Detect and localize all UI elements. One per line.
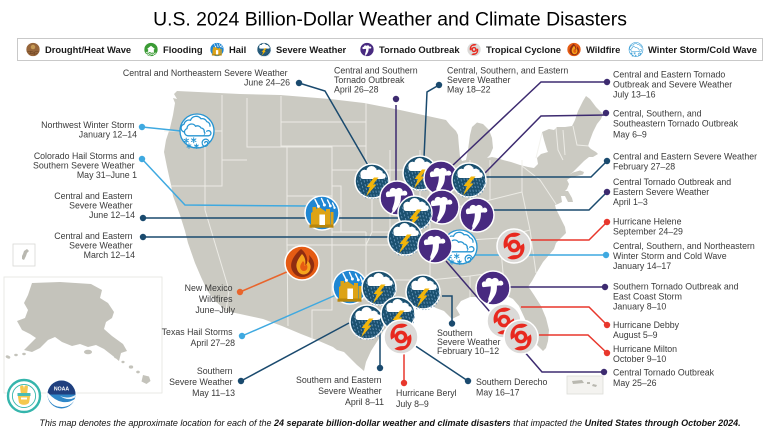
svg-text:Severe Weather: Severe Weather bbox=[276, 44, 347, 55]
svg-text:Southern Severe Weather: Southern Severe Weather May 11–13 bbox=[169, 366, 235, 398]
svg-text:Southern and Eastern Sever: Southern and Eastern Severe Weather Apri… bbox=[296, 375, 384, 407]
svg-text:Central and Northeastern Sever: Central and Northeastern Severe Weather … bbox=[123, 68, 290, 88]
svg-text:Hurricane Helene September: Hurricane Helene September 24–29 bbox=[613, 217, 684, 237]
svg-text:Flooding: Flooding bbox=[163, 44, 203, 55]
svg-text:Hurricane Milton October 9: Hurricane Milton October 9–10 bbox=[613, 344, 680, 364]
svg-text:U.S. 2024 Billion-Dollar Weath: U.S. 2024 Billion-Dollar Weather and Cli… bbox=[153, 9, 627, 31]
svg-text:Central Tornado Outbreak and: Central Tornado Outbreak and Eastern Sev… bbox=[613, 177, 734, 207]
svg-text:Southern Severe Weather: Southern Severe Weather February 10–12 bbox=[437, 328, 503, 356]
svg-text:Central, Southern, and Eastern: Central, Southern, and Eastern Severe We… bbox=[447, 66, 571, 95]
svg-text:Central and Eastern Tornado: Central and Eastern Tornado Outbreak and… bbox=[613, 70, 735, 100]
svg-text:Wildfire: Wildfire bbox=[586, 44, 620, 55]
svg-text:Southern Tornado Outbreak and: Southern Tornado Outbreak and East Coast… bbox=[613, 282, 741, 312]
svg-text:Hurricane Beryl July 8–9: Hurricane Beryl July 8–9 bbox=[396, 388, 459, 409]
svg-text:Winter Storm/Cold Wave: Winter Storm/Cold Wave bbox=[648, 44, 757, 55]
svg-text:Hail: Hail bbox=[229, 44, 246, 55]
svg-text:Tropical Cyclone: Tropical Cyclone bbox=[486, 44, 561, 55]
svg-text:NOAA: NOAA bbox=[54, 387, 70, 393]
svg-text:Southern Derecho May 16–17: Southern Derecho May 16–17 bbox=[476, 377, 550, 398]
svg-text:Central and Eastern Severe Wea: Central and Eastern Severe Weather Febru… bbox=[613, 152, 760, 172]
svg-text:Drought/Heat Wave: Drought/Heat Wave bbox=[45, 44, 131, 55]
svg-text:Northwest Winter Storm Jan: Northwest Winter Storm January 12–14 bbox=[41, 120, 137, 140]
svg-text:Tornado Outbreak: Tornado Outbreak bbox=[379, 44, 460, 55]
svg-text:Colorado Hail Storms and S: Colorado Hail Storms and Southern Severe… bbox=[33, 151, 137, 180]
svg-text:Central, Southern, and Sou: Central, Southern, and Southeastern Torn… bbox=[613, 109, 741, 140]
svg-text:New Mexico Wildfires J: New Mexico Wildfires June–July bbox=[185, 283, 236, 315]
svg-text:Hurricane Debby August 5–9: Hurricane Debby August 5–9 bbox=[613, 320, 681, 340]
svg-text:Texas Hail Storms April 27: Texas Hail Storms April 27–28 bbox=[162, 327, 235, 348]
svg-text:Central Tornado Outbreak M: Central Tornado Outbreak May 25–26 bbox=[613, 368, 717, 389]
svg-text:Central and Eastern Severe: Central and Eastern Severe Weather June … bbox=[54, 191, 135, 220]
svg-text:Central and Southern Torna: Central and Southern Tornado Outbreak Ap… bbox=[334, 66, 420, 95]
svg-text:This map denotes the approxima: This map denotes the approximate locatio… bbox=[39, 418, 740, 428]
svg-text:Central and Eastern Severe: Central and Eastern Severe Weather March… bbox=[54, 231, 135, 260]
svg-text:Central, Southern, and Northea: Central, Southern, and Northeastern Wint… bbox=[613, 241, 757, 271]
